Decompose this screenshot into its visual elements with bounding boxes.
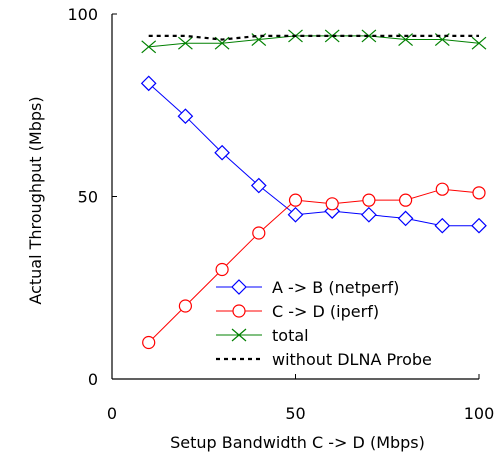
legend-swatch-marker-total — [231, 328, 247, 342]
data-point-a-b-netperf-10 — [140, 75, 157, 92]
data-point-a-b-netperf-90 — [434, 217, 451, 234]
data-point-total-70 — [361, 29, 377, 43]
legend-swatch-marker-c-d-iperf — [232, 304, 246, 318]
data-point-total-20-stroke-b — [178, 36, 193, 50]
data-point-c-d-iperf-60 — [325, 197, 339, 211]
data-point-c-d-iperf-80 — [399, 193, 413, 207]
data-point-total-10 — [141, 40, 157, 54]
legend-item-total: total — [216, 326, 309, 345]
data-point-a-b-netperf-30 — [214, 144, 230, 161]
data-point-total-80 — [398, 33, 413, 47]
data-point-c-d-iperf-40 — [252, 226, 266, 240]
data-point-a-b-netperf-100 — [471, 217, 487, 234]
data-point-a-b-netperf-40 — [250, 177, 267, 194]
legend-swatch-marker-a-b-netperf — [231, 279, 247, 295]
axes-group: 0 50 100 0 50 100 — [67, 5, 494, 423]
series-group — [140, 29, 487, 350]
legend-item-a-b-netperf: A -> B (netperf) — [216, 278, 399, 297]
x-tick-label-100: 100 — [464, 404, 495, 423]
data-point-c-d-iperf-30 — [215, 262, 229, 277]
x-tick-label-50: 50 — [285, 404, 305, 423]
data-point-total-60-stroke-b — [324, 29, 340, 43]
series-line-total — [148, 35, 480, 48]
legend-label-total: total — [272, 326, 309, 345]
series-total — [141, 29, 487, 54]
legend: A -> B (netperf) C -> D (iperf) total witho… — [216, 278, 432, 369]
data-point-a-b-netperf-20 — [177, 108, 194, 125]
data-point-a-b-netperf-80 — [397, 210, 414, 227]
data-point-c-d-iperf-10 — [142, 335, 156, 350]
data-point-c-d-iperf-100 — [472, 186, 486, 200]
series-a-b-netperf — [140, 75, 487, 234]
series-without-dlna-probe — [148, 34, 479, 41]
data-point-c-d-iperf-20 — [178, 299, 192, 313]
legend-swatch-marker-total-stroke-b — [231, 328, 247, 342]
data-point-c-d-iperf-70 — [362, 193, 376, 207]
legend-label-a-b-netperf: A -> B (netperf) — [272, 278, 399, 297]
data-point-a-b-netperf-70 — [361, 206, 377, 223]
data-point-total-80-stroke-b — [398, 33, 413, 47]
legend-item-without-dlna-probe: without DLNA Probe — [216, 350, 432, 369]
data-point-total-60 — [324, 29, 340, 43]
data-point-total-20 — [178, 36, 193, 50]
data-point-c-d-iperf-90 — [435, 182, 449, 196]
data-point-c-d-iperf-50 — [288, 193, 303, 207]
legend-item-c-d-iperf: C -> D (iperf) — [216, 302, 379, 321]
data-point-total-30-stroke-b — [214, 36, 230, 50]
data-point-total-30 — [214, 36, 230, 50]
x-axis-label: Setup Bandwidth C -> D (Mbps) — [170, 433, 425, 452]
y-tick-label-100: 100 — [67, 5, 98, 24]
series-line-c-d-iperf — [148, 188, 480, 343]
axis-labels-group: Setup Bandwidth C -> D (Mbps) Actual Thro… — [26, 96, 425, 452]
data-point-a-b-netperf-50 — [287, 206, 304, 223]
data-point-total-100 — [471, 36, 487, 50]
data-point-total-70-stroke-b — [361, 29, 377, 43]
x-tick-label-0: 0 — [107, 404, 117, 423]
legend-label-c-d-iperf: C -> D (iperf) — [272, 302, 379, 321]
legend-label-without-dlna-probe: without DLNA Probe — [272, 350, 432, 369]
y-tick-label-50: 50 — [78, 188, 98, 207]
series-c-d-iperf — [142, 182, 486, 350]
series-line-a-b-netperf — [148, 82, 479, 227]
data-point-total-10-stroke-b — [141, 40, 157, 54]
y-tick-label-0: 0 — [88, 370, 98, 389]
y-axis-label: Actual Throughput (Mbps) — [26, 96, 45, 304]
data-point-total-100-stroke-b — [471, 36, 487, 50]
series-line-without-dlna-probe — [148, 34, 479, 41]
